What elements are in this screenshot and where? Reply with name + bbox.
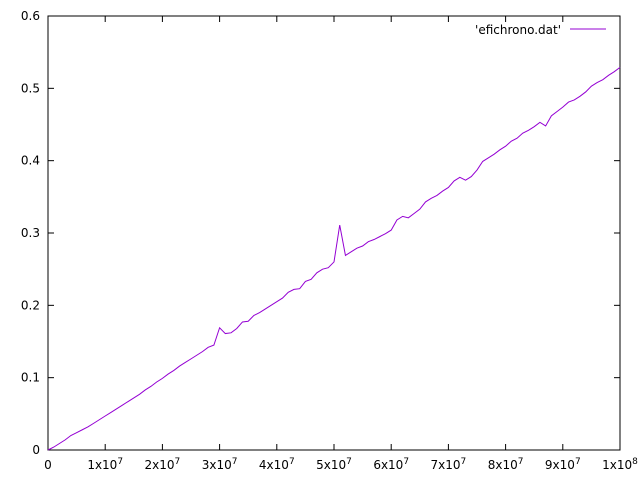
x-tick-label-mantissa: 1x10: [87, 458, 117, 472]
x-tick-label: 4x107: [259, 457, 295, 472]
x-tick-label-mantissa: 0: [44, 458, 52, 472]
x-tick-label: 9x107: [545, 457, 581, 472]
x-tick-label: 2x107: [145, 457, 181, 472]
x-tick-label-exponent: 7: [346, 457, 352, 467]
x-tick-label-mantissa: 7x10: [431, 458, 461, 472]
x-tick-label-exponent: 7: [461, 457, 467, 467]
y-tick-label: 0.1: [21, 371, 40, 385]
x-tick-label-mantissa: 2x10: [145, 458, 175, 472]
x-tick-label-exponent: 7: [518, 457, 524, 467]
series-line: [47, 66, 621, 451]
y-tick-label: 0.6: [21, 9, 40, 23]
x-tick-label-mantissa: 4x10: [259, 458, 289, 472]
x-tick-label-mantissa: 8x10: [488, 458, 518, 472]
x-tick-label: 3x107: [202, 457, 238, 472]
y-axis: 0 0.1 0.2 0.3 0.4 0.5 0.6: [21, 9, 620, 457]
y-tick-label: 0.4: [21, 154, 40, 168]
x-tick-label: 0: [44, 458, 52, 472]
x-tick-label-exponent: 7: [289, 457, 295, 467]
y-tick-label: 0.3: [21, 226, 40, 240]
x-tick-label-exponent: 7: [175, 457, 181, 467]
series-layer: [47, 66, 621, 451]
y-tick-label: 0: [32, 443, 40, 457]
x-tick-label: 5x107: [316, 457, 352, 472]
x-tick-label-mantissa: 1x10: [602, 458, 632, 472]
x-tick-label-mantissa: 5x10: [316, 458, 346, 472]
x-tick-label-mantissa: 6x10: [373, 458, 403, 472]
plot-border: [47, 15, 621, 451]
y-tick-label: 0.2: [21, 298, 40, 312]
x-tick-label-mantissa: 9x10: [545, 458, 575, 472]
x-tick-label: 8x107: [488, 457, 524, 472]
legend: 'efichrono.dat': [475, 23, 606, 37]
x-tick-label-exponent: 8: [632, 457, 638, 467]
legend-label: 'efichrono.dat': [475, 23, 561, 37]
x-tick-label: 1x108: [602, 457, 638, 472]
x-axis: 0 1x107 2x107 3x107 4x107 5x107 6x107 7x107 8x10…: [44, 16, 638, 472]
x-tick-label-exponent: 7: [232, 457, 238, 467]
x-tick-label-exponent: 7: [575, 457, 581, 467]
x-tick-label: 6x107: [373, 457, 409, 472]
x-tick-label: 1x107: [87, 457, 123, 472]
x-tick-label-mantissa: 3x10: [202, 458, 232, 472]
x-tick-label-exponent: 7: [117, 457, 123, 467]
x-tick-label: 7x107: [431, 457, 467, 472]
x-tick-label-exponent: 7: [403, 457, 409, 467]
y-tick-label: 0.5: [21, 81, 40, 95]
